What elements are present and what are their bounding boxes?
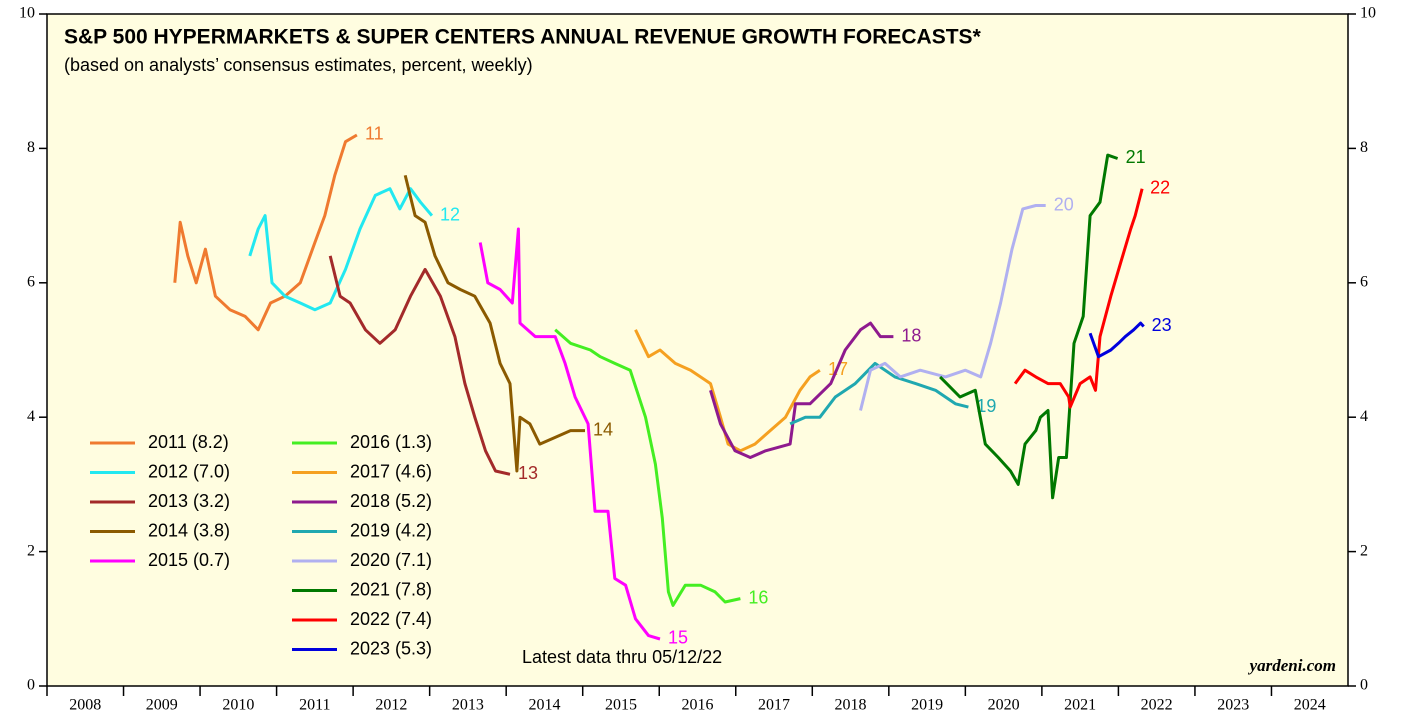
legend-label: 2017 (4.6) [350, 461, 432, 481]
end-label: 13 [518, 463, 538, 483]
legend-label: 2016 (1.3) [350, 432, 432, 452]
y-tick-label: 2 [27, 542, 35, 559]
chart-subtitle: (based on analysts’ consensus estimates,… [64, 55, 533, 75]
series-line [634, 329, 821, 453]
x-tick-label: 2018 [835, 697, 867, 714]
series-line [939, 153, 1119, 500]
legend-label: 2013 (3.2) [148, 491, 230, 511]
x-tick-label: 2012 [375, 697, 407, 714]
x-tick-label: 2020 [988, 697, 1020, 714]
legend-label: 2020 (7.1) [350, 550, 432, 570]
x-tick-label: 2008 [69, 697, 101, 714]
series-line [859, 204, 1046, 411]
y-tick-label: 0 [27, 677, 35, 694]
y2-tick-label: 6 [1360, 273, 1368, 290]
series-line [1088, 321, 1145, 359]
series-line [328, 255, 511, 476]
series-line [554, 328, 741, 607]
end-label: 12 [440, 204, 460, 224]
end-label: 21 [1126, 147, 1146, 167]
x-tick-label: 2016 [682, 697, 714, 714]
chart-title: S&P 500 HYPERMARKETS & SUPER CENTERS ANN… [64, 26, 982, 49]
series-line [709, 321, 894, 459]
x-tick-label: 2017 [758, 697, 790, 714]
y2-tick-label: 0 [1360, 677, 1368, 694]
x-tick-label: 2015 [605, 697, 637, 714]
x-tick-label: 2013 [452, 697, 484, 714]
legend-label: 2015 (0.7) [148, 550, 230, 570]
y2-tick-label: 8 [1360, 139, 1368, 156]
x-tick-label: 2009 [146, 697, 178, 714]
legend-label: 2011 (8.2) [148, 432, 229, 452]
series-line [173, 133, 358, 332]
x-tick-label: 2022 [1141, 697, 1173, 714]
x-tick-label: 2021 [1064, 697, 1096, 714]
x-tick-label: 2019 [911, 697, 943, 714]
legend-label: 2022 (7.4) [350, 609, 432, 629]
end-label: 18 [901, 325, 921, 345]
end-label: 20 [1054, 194, 1074, 214]
legend-label: 2019 (4.2) [350, 520, 432, 540]
y2-tick-label: 10 [1360, 5, 1376, 22]
y-tick-label: 10 [19, 5, 35, 22]
end-label: 11 [365, 124, 384, 144]
plot-area [46, 13, 1349, 687]
end-label: 23 [1152, 315, 1172, 335]
y2-tick-label: 2 [1360, 542, 1368, 559]
legend-label: 2018 (5.2) [350, 491, 432, 511]
x-tick-label: 2011 [299, 697, 330, 714]
end-label: 22 [1150, 177, 1170, 197]
legend-label: 2012 (7.0) [148, 461, 230, 481]
y-tick-label: 4 [27, 408, 35, 425]
y2-tick-label: 4 [1360, 408, 1368, 425]
series-line [789, 361, 969, 426]
legend-label: 2021 (7.8) [350, 579, 432, 599]
series-line [403, 174, 585, 473]
legend-label: 2023 (5.3) [350, 638, 432, 658]
series-line [1013, 188, 1144, 409]
note: Latest data thru 05/12/22 [522, 647, 722, 667]
end-label: 19 [976, 396, 996, 416]
x-tick-label: 2023 [1217, 697, 1249, 714]
legend-label: 2014 (3.8) [148, 520, 230, 540]
end-label: 14 [593, 419, 613, 439]
end-label: 16 [748, 587, 768, 607]
y-tick-label: 6 [27, 273, 35, 290]
x-tick-label: 2014 [528, 697, 560, 714]
source: yardeni.com [1248, 656, 1336, 675]
series-line [478, 227, 661, 641]
y-tick-label: 8 [27, 139, 35, 156]
end-label: 15 [668, 628, 688, 648]
x-tick-label: 2010 [222, 697, 254, 714]
x-tick-label: 2024 [1294, 697, 1326, 714]
